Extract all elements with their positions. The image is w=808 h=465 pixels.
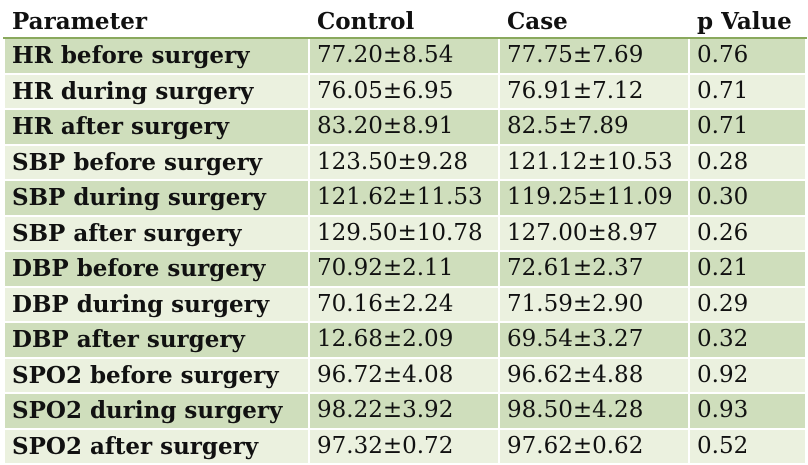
table-row: SBP during surgery 121.62±11.53 119.25±11.… xyxy=(3,179,807,217)
cell-control: 123.50±9.28 xyxy=(308,143,500,181)
header-row: Parameter Control Case p Value xyxy=(3,3,807,39)
cell-p-value: 0.76 xyxy=(688,37,807,75)
table-row: SPO2 during surgery 98.22±3.92 98.50±4.28 0… xyxy=(3,392,807,430)
cell-case: 71.59±2.90 xyxy=(498,285,690,323)
cell-case: 72.61±2.37 xyxy=(498,250,690,288)
table-row: SPO2 after surgery 97.32±0.72 97.62±0.62 0.… xyxy=(3,427,807,465)
table-row: SBP after surgery 129.50±10.78 127.00±8.97… xyxy=(3,214,807,252)
table-row: SPO2 before surgery 96.72±4.08 96.62±4.88 0… xyxy=(3,356,807,394)
cell-p-value: 0.26 xyxy=(688,214,807,252)
cell-case: 121.12±10.53 xyxy=(498,143,690,181)
cell-control: 83.20±8.91 xyxy=(308,108,500,146)
cell-case: 69.54±3.27 xyxy=(498,321,690,359)
cell-parameter: SPO2 after surgery xyxy=(3,427,310,465)
header-p-value: p Value xyxy=(688,3,807,39)
cell-p-value: 0.29 xyxy=(688,285,807,323)
cell-p-value: 0.71 xyxy=(688,108,807,146)
cell-control: 121.62±11.53 xyxy=(308,179,500,217)
cell-parameter: SBP after surgery xyxy=(3,214,310,252)
cell-p-value: 0.21 xyxy=(688,250,807,288)
table-row: HR during surgery 76.05±6.95 76.91±7.12 0.7… xyxy=(3,72,807,110)
cell-p-value: 0.28 xyxy=(688,143,807,181)
cell-case: 97.62±0.62 xyxy=(498,427,690,465)
table-row: DBP after surgery 12.68±2.09 69.54±3.27 0.3… xyxy=(3,321,807,359)
cell-parameter: DBP during surgery xyxy=(3,285,310,323)
cell-case: 119.25±11.09 xyxy=(498,179,690,217)
cell-parameter: DBP after surgery xyxy=(3,321,310,359)
cell-parameter: DBP before surgery xyxy=(3,250,310,288)
cell-control: 70.92±2.11 xyxy=(308,250,500,288)
cell-case: 77.75±7.69 xyxy=(498,37,690,75)
cell-case: 76.91±7.12 xyxy=(498,72,690,110)
table-body: HR before surgery 77.20±8.54 77.75±7.69 0.7… xyxy=(3,37,807,465)
table-row: DBP before surgery 70.92±2.11 72.61±2.37 0.… xyxy=(3,250,807,288)
cell-control: 98.22±3.92 xyxy=(308,392,500,430)
header-control: Control xyxy=(308,3,500,39)
cell-parameter: HR before surgery xyxy=(3,37,310,75)
table-row: HR after surgery 83.20±8.91 82.5±7.89 0.71 xyxy=(3,108,807,146)
cell-control: 76.05±6.95 xyxy=(308,72,500,110)
cell-parameter: SBP before surgery xyxy=(3,143,310,181)
cell-parameter: SBP during surgery xyxy=(3,179,310,217)
table-row: DBP during surgery 70.16±2.24 71.59±2.90 0.… xyxy=(3,285,807,323)
cell-case: 98.50±4.28 xyxy=(498,392,690,430)
cell-parameter: HR during surgery xyxy=(3,72,310,110)
header-parameter: Parameter xyxy=(3,3,310,39)
header-case: Case xyxy=(498,3,690,39)
cell-p-value: 0.71 xyxy=(688,72,807,110)
cell-case: 96.62±4.88 xyxy=(498,356,690,394)
table-row: SBP before surgery 123.50±9.28 121.12±10.5… xyxy=(3,143,807,181)
cell-parameter: HR after surgery xyxy=(3,108,310,146)
cell-control: 70.16±2.24 xyxy=(308,285,500,323)
table-row: HR before surgery 77.20±8.54 77.75±7.69 0.7… xyxy=(3,37,807,75)
cell-control: 96.72±4.08 xyxy=(308,356,500,394)
results-table: Parameter Control Case p Value HR before… xyxy=(3,3,807,465)
cell-control: 12.68±2.09 xyxy=(308,321,500,359)
cell-parameter: SPO2 before surgery xyxy=(3,356,310,394)
cell-control: 97.32±0.72 xyxy=(308,427,500,465)
cell-control: 77.20±8.54 xyxy=(308,37,500,75)
cell-control: 129.50±10.78 xyxy=(308,214,500,252)
cell-p-value: 0.52 xyxy=(688,427,807,465)
cell-p-value: 0.32 xyxy=(688,321,807,359)
cell-p-value: 0.30 xyxy=(688,179,807,217)
cell-p-value: 0.92 xyxy=(688,356,807,394)
cell-case: 82.5±7.89 xyxy=(498,108,690,146)
cell-parameter: SPO2 during surgery xyxy=(3,392,310,430)
cell-p-value: 0.93 xyxy=(688,392,807,430)
table-header: Parameter Control Case p Value xyxy=(3,3,807,39)
cell-case: 127.00±8.97 xyxy=(498,214,690,252)
